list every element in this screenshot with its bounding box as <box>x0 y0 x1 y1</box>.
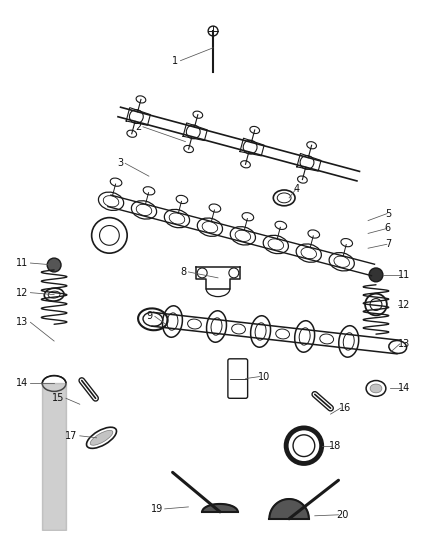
Text: 7: 7 <box>385 239 391 249</box>
Text: 14: 14 <box>16 378 28 389</box>
Text: 6: 6 <box>385 223 391 233</box>
Text: 20: 20 <box>336 510 349 520</box>
Text: 13: 13 <box>398 339 410 349</box>
Text: 17: 17 <box>65 431 78 441</box>
Text: 2: 2 <box>135 122 141 132</box>
Polygon shape <box>202 504 238 512</box>
Text: 12: 12 <box>398 300 410 310</box>
Ellipse shape <box>90 430 113 445</box>
Text: 5: 5 <box>385 209 391 219</box>
Polygon shape <box>269 499 309 519</box>
Text: 3: 3 <box>117 158 123 168</box>
Text: 4: 4 <box>294 184 300 194</box>
Text: 14: 14 <box>398 383 410 393</box>
Text: 16: 16 <box>339 403 351 413</box>
Circle shape <box>369 268 383 282</box>
Text: 9: 9 <box>147 311 153 321</box>
Text: 8: 8 <box>180 267 187 277</box>
Circle shape <box>47 258 61 272</box>
Text: 15: 15 <box>52 393 64 403</box>
Text: 11: 11 <box>16 258 28 268</box>
Text: 13: 13 <box>16 317 28 327</box>
Ellipse shape <box>370 384 382 393</box>
Text: 1: 1 <box>173 55 179 66</box>
Text: 11: 11 <box>398 270 410 280</box>
Text: 18: 18 <box>328 441 341 451</box>
Text: 19: 19 <box>151 504 163 514</box>
Text: 10: 10 <box>258 372 270 382</box>
Text: 12: 12 <box>16 288 28 297</box>
